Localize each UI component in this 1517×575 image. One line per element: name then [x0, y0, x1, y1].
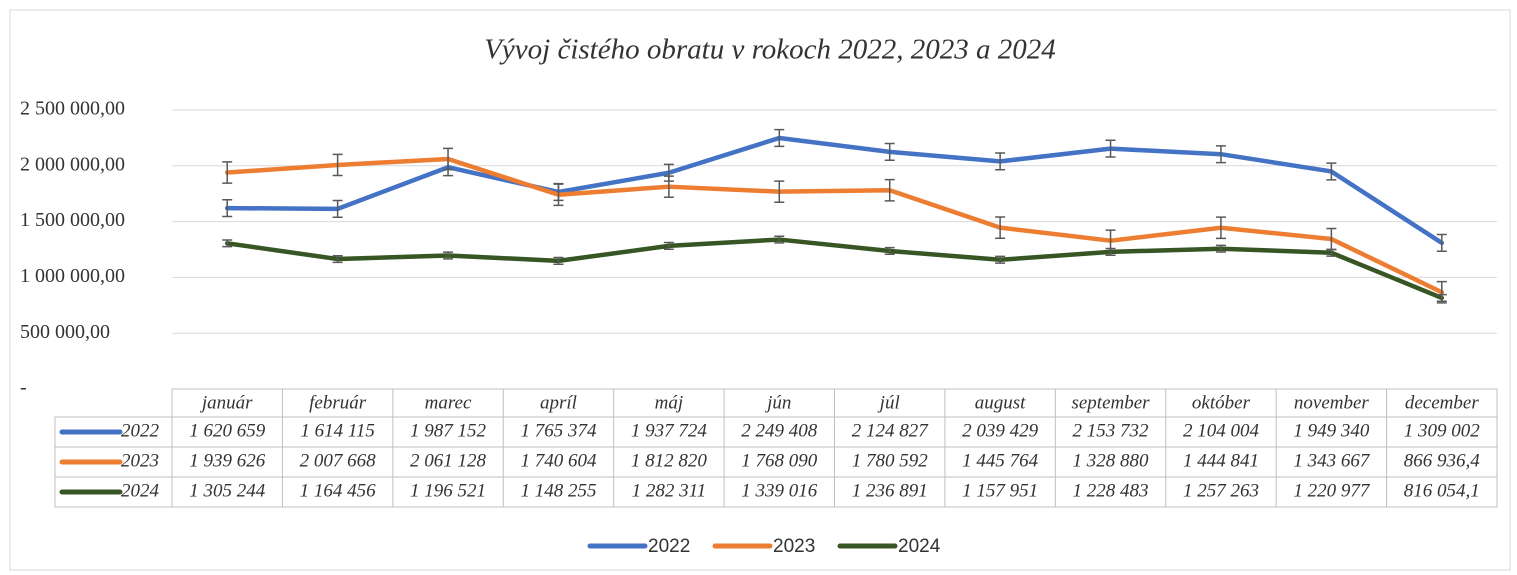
- table-cell: 1 164 456: [300, 480, 377, 501]
- table-cell: 2 124 827: [852, 420, 930, 441]
- error-bar: [222, 239, 233, 248]
- error-bar: [884, 178, 895, 202]
- error-bar: [553, 256, 564, 265]
- legend-label: 2023: [773, 536, 815, 557]
- y-tick-label: -: [20, 377, 27, 399]
- series-line: [224, 135, 1445, 246]
- table-cell: 1 220 977: [1293, 480, 1371, 501]
- table-cell: 1 228 483: [1073, 480, 1149, 501]
- series-line: [224, 237, 1445, 301]
- error-bar: [1436, 233, 1447, 253]
- x-tick-label: marec: [425, 392, 472, 413]
- error-bar: [1105, 139, 1116, 158]
- table-cell: 1 309 002: [1404, 420, 1481, 441]
- table-row-label: 2022: [121, 420, 160, 441]
- error-bar: [1215, 216, 1226, 240]
- error-bar: [663, 241, 674, 250]
- error-bar: [774, 128, 785, 148]
- table-row-label: 2023: [121, 450, 159, 471]
- x-tick-label: december: [1405, 392, 1479, 413]
- table-cell: 2 153 732: [1073, 420, 1150, 441]
- legend-label: 2024: [898, 536, 941, 557]
- x-tick-label: september: [1071, 392, 1150, 413]
- x-tick-label: august: [975, 392, 1026, 413]
- table-cell: 1 614 115: [300, 420, 375, 441]
- x-tick-label: júl: [877, 392, 900, 413]
- x-tick-label: január: [199, 392, 253, 413]
- error-bar: [1326, 162, 1337, 181]
- error-bar: [884, 246, 895, 256]
- error-bar: [443, 147, 454, 171]
- error-bar: [553, 183, 564, 207]
- table-cell: 1 282 311: [632, 480, 707, 501]
- table-cell: 1 157 951: [962, 480, 1038, 501]
- x-tick-label: jún: [764, 392, 791, 413]
- table-cell: 2 249 408: [741, 420, 818, 441]
- error-bar: [443, 251, 454, 260]
- error-bar: [1436, 293, 1447, 303]
- table-cell: 1 328 880: [1073, 450, 1150, 471]
- table-cell: 2 039 429: [962, 420, 1039, 441]
- error-bar: [663, 175, 674, 199]
- table-cell: 2 104 004: [1183, 420, 1260, 441]
- y-tick-label: 500 000,00: [20, 321, 110, 343]
- x-tick-label: február: [309, 392, 367, 413]
- table-cell: 1 765 374: [520, 420, 597, 441]
- error-bar: [1215, 244, 1226, 253]
- y-tick-label: 1 000 000,00: [20, 265, 125, 287]
- error-bar: [995, 152, 1006, 171]
- error-bar: [774, 180, 785, 204]
- error-bar: [995, 216, 1006, 240]
- y-tick-label: 2 000 000,00: [20, 153, 125, 175]
- table-row-label: 2024: [121, 480, 160, 501]
- x-tick-label: november: [1294, 392, 1370, 413]
- table-cell: 1 939 626: [189, 450, 266, 471]
- y-tick-label: 1 500 000,00: [20, 209, 125, 231]
- error-bar: [332, 254, 343, 264]
- x-tick-label: apríl: [540, 392, 577, 413]
- table-cell: 1 780 592: [852, 450, 929, 471]
- error-bar: [995, 255, 1006, 264]
- table-cell: 1 812 820: [631, 450, 708, 471]
- table-cell: 1 257 263: [1183, 480, 1259, 501]
- table-cell: 1 339 016: [741, 480, 818, 501]
- table-cell: 1 937 724: [631, 420, 708, 441]
- table-cell: 1 768 090: [741, 450, 818, 471]
- error-bar: [222, 161, 233, 184]
- table-cell: 1 444 841: [1183, 450, 1259, 471]
- table-cell: 1 236 891: [852, 480, 928, 501]
- series-line: [224, 156, 1445, 295]
- table-cell: 1 740 604: [520, 450, 597, 471]
- y-tick-label: 2 500 000,00: [20, 98, 125, 120]
- table-cell: 1 949 340: [1293, 420, 1370, 441]
- chart-title: Vývoj čistého obratu v rokoch 2022, 2023…: [484, 34, 1056, 66]
- table-cell: 1 620 659: [189, 420, 266, 441]
- error-bar: [1215, 145, 1226, 164]
- x-tick-label: október: [1192, 392, 1251, 413]
- error-bar: [774, 235, 785, 244]
- table-cell: 2 007 668: [300, 450, 377, 471]
- table-cell: 2 061 128: [410, 450, 487, 471]
- x-tick-label: máj: [655, 392, 684, 413]
- table-cell: 1 343 667: [1293, 450, 1371, 471]
- table-cell: 1 445 764: [962, 450, 1039, 471]
- table-cell: 1 987 152: [410, 420, 487, 441]
- table-cell: 1 148 255: [520, 480, 596, 501]
- table-cell: 1 305 244: [189, 480, 266, 501]
- table-cell: 816 054,1: [1404, 480, 1480, 501]
- error-bar: [1326, 248, 1337, 257]
- error-bar: [222, 199, 233, 218]
- error-bar: [1105, 247, 1116, 256]
- error-bar: [884, 142, 895, 161]
- error-bar: [332, 199, 343, 218]
- legend-label: 2022: [648, 536, 690, 557]
- error-bar: [332, 153, 343, 177]
- table-cell: 1 196 521: [410, 480, 486, 501]
- table-cell: 866 936,4: [1404, 450, 1481, 471]
